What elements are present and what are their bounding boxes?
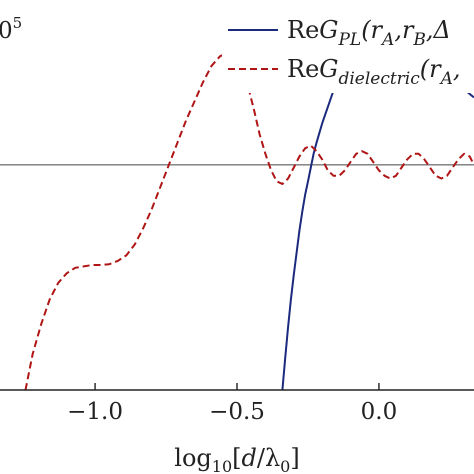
x-tick-label: 0.0: [361, 399, 398, 425]
y-scale-exponent: 05: [0, 14, 22, 44]
legend-background: [222, 8, 474, 93]
x-axis-label: log10[d/λ0]: [174, 444, 299, 474]
x-ticks: −1.0 −0.5 0.0: [67, 383, 397, 425]
plot-area: −1.0 −0.5 0.0: [0, 27, 474, 425]
x-tick-label: −0.5: [209, 399, 265, 425]
series-line-dielectric: [24, 51, 474, 390]
legend-entry-pl: ReGPL(rA,rB,Δ: [287, 16, 451, 50]
legend: ReGPL(rA,rB,Δ ReGdielectric(rA,: [222, 8, 474, 93]
legend-entry-dielectric: ReGdielectric(rA,: [287, 55, 461, 89]
x-tick-label: −1.0: [67, 399, 123, 425]
